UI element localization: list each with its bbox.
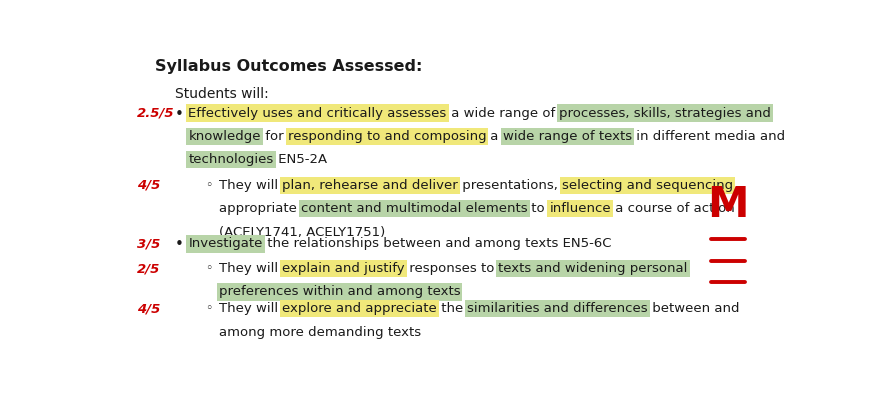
Text: •: •	[175, 238, 183, 252]
Text: a: a	[486, 130, 502, 143]
Text: between and: between and	[647, 302, 739, 315]
Text: plan, rehearse and deliver: plan, rehearse and deliver	[282, 179, 457, 192]
Text: similarities and differences: similarities and differences	[467, 302, 647, 315]
Text: 2/5: 2/5	[137, 262, 160, 275]
Text: presentations,: presentations,	[457, 179, 561, 192]
Text: They will: They will	[218, 302, 282, 315]
Text: Effectively uses and critically assesses: Effectively uses and critically assesses	[188, 106, 446, 120]
Text: responding to and composing: responding to and composing	[288, 130, 486, 143]
Text: explain and justify: explain and justify	[282, 262, 404, 275]
Text: (ACELY1741, ACELY1751): (ACELY1741, ACELY1751)	[218, 226, 384, 239]
Text: ◦: ◦	[205, 302, 212, 315]
Text: M: M	[706, 184, 747, 226]
Text: 4/5: 4/5	[137, 179, 160, 192]
Text: among more demanding texts: among more demanding texts	[218, 326, 421, 338]
Text: to: to	[527, 202, 548, 215]
Text: •: •	[175, 106, 183, 122]
Text: 4/5: 4/5	[137, 302, 160, 315]
Text: influence: influence	[548, 202, 610, 215]
Text: for: for	[261, 130, 288, 143]
Text: 3/5: 3/5	[137, 238, 160, 250]
Text: 2.5/5: 2.5/5	[137, 106, 175, 120]
Text: They will: They will	[218, 262, 282, 275]
Text: appropriate: appropriate	[218, 202, 301, 215]
Text: ◦: ◦	[205, 262, 212, 275]
Text: Investigate: Investigate	[188, 238, 262, 250]
Text: selecting and sequencing: selecting and sequencing	[561, 179, 733, 192]
Text: Syllabus Outcomes Assessed:: Syllabus Outcomes Assessed:	[155, 59, 421, 74]
Text: ◦: ◦	[205, 179, 212, 192]
Text: responses to: responses to	[404, 262, 498, 275]
Text: a wide range of: a wide range of	[446, 106, 559, 120]
Text: knowledge: knowledge	[188, 130, 261, 143]
Text: wide range of texts: wide range of texts	[502, 130, 632, 143]
Text: a course of action: a course of action	[610, 202, 733, 215]
Text: Students will:: Students will:	[175, 86, 269, 100]
Text: EN5-2A: EN5-2A	[273, 153, 327, 166]
Text: texts and widening personal: texts and widening personal	[498, 262, 687, 275]
Text: in different media and: in different media and	[632, 130, 785, 143]
Text: They will: They will	[218, 179, 282, 192]
Text: content and multimodal elements: content and multimodal elements	[301, 202, 527, 215]
Text: processes, skills, strategies and: processes, skills, strategies and	[559, 106, 770, 120]
Text: preferences within and among texts: preferences within and among texts	[218, 286, 460, 298]
Text: the relationships between and among texts EN5-6C: the relationships between and among text…	[262, 238, 611, 250]
Text: the: the	[436, 302, 467, 315]
Text: technologies: technologies	[188, 153, 273, 166]
Text: explore and appreciate: explore and appreciate	[282, 302, 436, 315]
